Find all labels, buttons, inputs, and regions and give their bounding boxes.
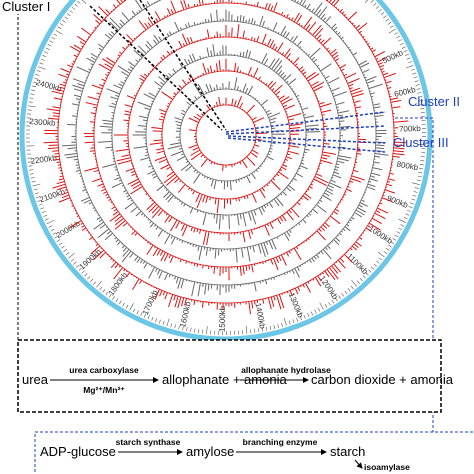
position-label: 1500kb: [218, 305, 227, 332]
track-base: [57, 0, 395, 304]
position-label: 1900kb: [78, 247, 104, 272]
track-base: [145, 54, 307, 216]
position-label: 2200kb: [30, 153, 58, 166]
cluster-label: Cluster III: [393, 135, 449, 150]
position-label: 900kb: [386, 194, 410, 211]
position-label: 500kb: [381, 48, 405, 66]
position-label: 1100kb: [345, 252, 370, 277]
position-label: 1000kb: [367, 224, 394, 246]
position-label: 1700kb: [141, 288, 160, 316]
compound: urea: [22, 372, 49, 387]
track: [43, 0, 409, 315]
position-label: 1300kb: [287, 291, 305, 319]
track-base: [75, 0, 377, 286]
compound: allophanate + amonia: [162, 372, 287, 387]
compound: amylose: [186, 444, 234, 459]
track: [149, 58, 303, 214]
compound: ADP-glucose: [40, 444, 116, 459]
outer-ring: [19, 0, 433, 342]
urea-box: [17, 339, 442, 413]
position-label: 1400kb: [253, 302, 267, 330]
track: [83, 0, 367, 281]
enzyme: branching enzyme: [243, 437, 318, 447]
cofactor: Mg²⁺/Mn²⁺: [83, 385, 125, 395]
compound: starch: [330, 444, 365, 459]
position-label: 2400kb: [35, 78, 63, 94]
track: [188, 96, 268, 171]
circos-plot: 500kb600kb700kb800kb900kb1000kb1100kb120…: [19, 0, 433, 342]
position-label: 1800kb: [107, 270, 130, 297]
position-label: 800kb: [396, 160, 420, 173]
track: [62, 0, 389, 297]
track-base: [161, 70, 291, 200]
tick-ring: [25, 0, 427, 336]
cluster-label: Cluster II: [408, 94, 460, 109]
position-label: 2300kb: [29, 117, 56, 128]
enzyme: urea carboxylase: [69, 365, 139, 375]
track: [97, 9, 352, 263]
cluster-label: Cluster I: [2, 0, 50, 14]
enzyme: isoamylase: [364, 462, 410, 472]
cluster3-connector: [395, 117, 434, 432]
track: [132, 44, 321, 230]
track: [114, 24, 336, 246]
position-label: 700kb: [399, 124, 422, 134]
arrow: [354, 459, 363, 469]
position-label: 1200kb: [318, 274, 340, 301]
enzyme: starch synthase: [116, 437, 181, 447]
starch-box: [34, 431, 474, 474]
enzyme: allophanate hydrolase: [241, 365, 331, 375]
cluster1-wedge: [89, 0, 227, 131]
compound: carbon dioxide + amonia: [311, 372, 454, 387]
label-bg: [0, 0, 50, 14]
position-label: 1600kb: [178, 300, 193, 328]
cluster-wedges: [225, 111, 386, 153]
position-label: 2000kb: [55, 219, 83, 241]
position-label: 2100kb: [38, 187, 66, 204]
